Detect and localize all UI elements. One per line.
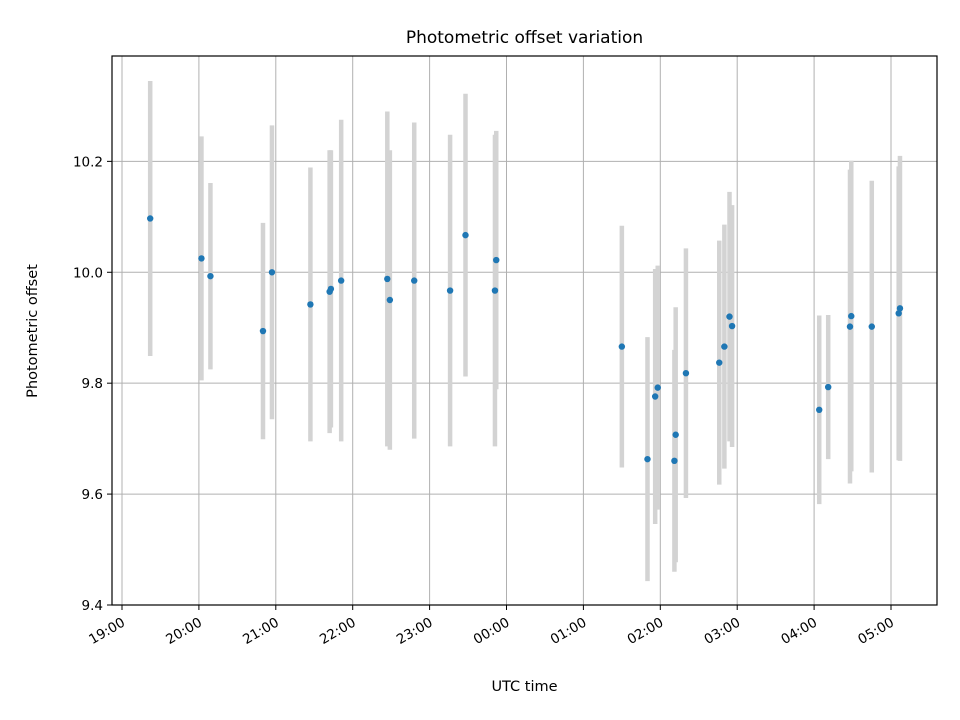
- data-point: [848, 312, 855, 320]
- data-point: [259, 327, 267, 335]
- data-point: [644, 455, 651, 463]
- data-point: [671, 457, 678, 465]
- y-tick-label: 10.2: [73, 154, 103, 170]
- x-tick-label: 19:00: [86, 615, 128, 648]
- data-points: [146, 215, 904, 465]
- data-point: [618, 343, 626, 350]
- data-point: [721, 343, 728, 350]
- data-point: [654, 384, 661, 391]
- data-point: [327, 285, 335, 293]
- x-tick-label: 00:00: [471, 615, 513, 648]
- plot-area-frame: [111, 55, 938, 606]
- data-point: [462, 231, 469, 239]
- grid-lines: [112, 56, 937, 606]
- axis-ticks: 19:00 20:00 21:00 22:00 23:00 00:00 01:00 02:00…: [73, 154, 897, 648]
- data-point: [207, 272, 214, 280]
- data-point: [384, 275, 391, 283]
- x-tick-label: 03:00: [702, 615, 744, 648]
- x-tick-label: 21:00: [240, 615, 282, 648]
- data-point: [446, 287, 454, 294]
- data-point: [824, 383, 832, 391]
- data-point: [268, 269, 276, 276]
- data-point: [651, 393, 659, 400]
- data-point: [846, 323, 854, 330]
- x-tick-label: 01:00: [548, 615, 590, 648]
- x-tick-label: 22:00: [317, 615, 359, 648]
- x-tick-label: 23:00: [394, 615, 436, 648]
- x-axis-title: UTC time: [491, 679, 557, 695]
- x-tick-label: 02:00: [625, 615, 667, 648]
- x-tick-label: 20:00: [163, 615, 205, 648]
- data-point: [895, 310, 902, 317]
- y-tick-label: 9.8: [82, 376, 103, 392]
- data-point: [493, 256, 500, 264]
- data-point: [411, 277, 418, 284]
- data-point: [307, 301, 314, 308]
- x-tick-label: 04:00: [778, 615, 820, 648]
- data-point: [672, 431, 679, 438]
- data-point: [337, 277, 345, 284]
- data-point: [868, 323, 875, 330]
- x-tick-label: 05:00: [855, 615, 897, 648]
- y-tick-label: 9.6: [82, 487, 103, 503]
- data-point: [198, 255, 205, 262]
- data-point: [728, 322, 736, 330]
- data-point: [491, 287, 499, 294]
- data-point: [816, 406, 823, 413]
- data-point: [726, 313, 733, 320]
- data-point: [146, 215, 154, 222]
- y-axis-title: Photometric offset: [25, 264, 41, 398]
- y-tick-label: 10.0: [73, 265, 103, 281]
- data-point: [896, 305, 904, 312]
- data-point: [716, 359, 723, 366]
- data-point: [386, 296, 394, 304]
- data-point: [682, 370, 690, 377]
- chart-title: Photometric offset variation: [406, 28, 643, 48]
- y-tick-label: 9.4: [82, 598, 103, 614]
